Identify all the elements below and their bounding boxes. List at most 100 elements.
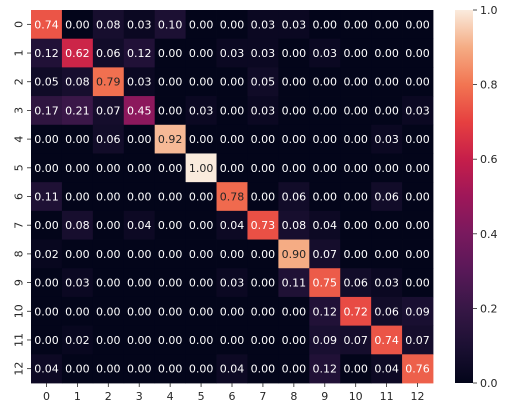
heatmap-cell-label-11-11: 0.74 <box>374 334 399 347</box>
heatmap-cell-label-9-10: 0.06 <box>343 277 368 290</box>
heatmap-cell-label-6-0: 0.11 <box>34 191 59 204</box>
heatmap-cell-label-0-6: 0.00 <box>220 18 245 31</box>
heatmap-cell-label-6-6: 0.78 <box>220 191 245 204</box>
heatmap-cell-label-3-12: 0.03 <box>405 104 430 117</box>
heatmap-cell-6-1 <box>61 182 94 212</box>
heatmap-cell-0-3 <box>123 10 156 40</box>
heatmap-cell-label-5-8: 0.00 <box>282 162 307 175</box>
heatmap-cell-5-9 <box>309 153 341 183</box>
y-tick-label-2: 2 <box>13 78 26 85</box>
heatmap-cell-5-6 <box>216 153 248 183</box>
heatmap-cell-label-3-7: 0.03 <box>251 104 276 117</box>
y-tick-label-7: 7 <box>13 222 26 229</box>
heatmap-cell-label-12-4: 0.00 <box>158 363 183 376</box>
heatmap-cell-4-3 <box>123 124 156 154</box>
heatmap-cell-label-6-8: 0.06 <box>282 191 307 204</box>
heatmap-cell-label-8-1: 0.00 <box>65 248 90 261</box>
heatmap-cell-11-8 <box>278 325 310 355</box>
heatmap-cell-5-1 <box>61 153 94 183</box>
heatmap-cell-0-6 <box>216 10 248 40</box>
heatmap-cell-label-4-0: 0.00 <box>34 133 59 146</box>
heatmap-cell-label-12-1: 0.00 <box>65 363 90 376</box>
heatmap-cell-10-2 <box>92 296 125 327</box>
heatmap-cell-3-8 <box>278 96 310 126</box>
heatmap-cell-7-3 <box>123 210 156 240</box>
heatmap-cell-1-1 <box>61 38 94 68</box>
heatmap-cell-11-2 <box>92 325 125 355</box>
heatmap-cell-6-2 <box>92 182 125 212</box>
heatmap-cell-label-12-11: 0.04 <box>374 363 399 376</box>
heatmap-cell-7-1 <box>61 210 94 240</box>
heatmap-cell-0-2 <box>92 10 125 40</box>
heatmap-cell-label-8-0: 0.02 <box>34 248 59 261</box>
heatmap-cell-12-9 <box>309 354 341 384</box>
colorbar-tick-label-5: 1.0 <box>480 4 498 17</box>
heatmap-cell-1-4 <box>154 38 187 68</box>
heatmap-cell-label-7-2: 0.00 <box>96 219 121 232</box>
heatmap-cell-6-0 <box>31 182 63 212</box>
x-tick-label-12: 12 <box>411 390 425 403</box>
heatmap-cell-0-8 <box>278 10 310 40</box>
heatmap-cell-11-3 <box>123 325 156 355</box>
heatmap-cell-11-11 <box>371 325 403 355</box>
heatmap-cell-8-2 <box>92 239 125 269</box>
heatmap-cell-label-7-1: 0.08 <box>65 219 90 232</box>
heatmap-cell-label-12-10: 0.00 <box>343 363 368 376</box>
heatmap-cell-label-10-3: 0.00 <box>127 305 152 318</box>
heatmap-cell-label-10-0: 0.00 <box>34 305 59 318</box>
heatmap-cell-10-12 <box>402 296 434 327</box>
heatmap-cell-7-7 <box>247 210 279 240</box>
heatmap-cell-label-11-12: 0.07 <box>405 334 430 347</box>
heatmap-cell-0-1 <box>61 10 94 40</box>
heatmap-cell-label-3-10: 0.00 <box>343 104 368 117</box>
heatmap-cell-10-5 <box>185 296 217 327</box>
heatmap-cell-9-5 <box>185 268 217 298</box>
heatmap-cell-label-1-10: 0.00 <box>343 47 368 60</box>
heatmap-cell-label-4-1: 0.00 <box>65 133 90 146</box>
heatmap-cell-label-0-7: 0.03 <box>251 18 276 31</box>
heatmap-cell-label-3-11: 0.00 <box>374 104 399 117</box>
y-tick-label-4: 4 <box>13 136 26 143</box>
heatmap-cell-9-1 <box>61 268 94 298</box>
y-tick-label-0: 0 <box>13 21 26 28</box>
heatmap-cell-10-0 <box>31 296 63 327</box>
heatmap-cell-0-9 <box>309 10 341 40</box>
heatmap-cell-label-12-0: 0.04 <box>34 363 59 376</box>
heatmap-cell-label-0-10: 0.00 <box>343 18 368 31</box>
heatmap-cell-9-4 <box>154 268 187 298</box>
heatmap-cell-label-7-4: 0.00 <box>158 219 183 232</box>
heatmap-cell-label-10-2: 0.00 <box>96 305 121 318</box>
heatmap-cell-label-12-2: 0.00 <box>96 363 121 376</box>
heatmap-cell-label-12-3: 0.00 <box>127 363 152 376</box>
heatmap-cell-label-9-6: 0.03 <box>220 277 245 290</box>
heatmap-cell-label-0-2: 0.08 <box>96 18 121 31</box>
heatmap-cell-label-1-3: 0.12 <box>127 47 152 60</box>
heatmap-cell-6-10 <box>340 182 372 212</box>
heatmap-cell-label-5-2: 0.00 <box>96 162 121 175</box>
heatmap-cell-7-0 <box>31 210 63 240</box>
heatmap-cell-0-10 <box>340 10 372 40</box>
heatmap-cell-label-4-3: 0.00 <box>127 133 152 146</box>
heatmap-cell-2-10 <box>340 67 372 97</box>
heatmap-cell-label-5-1: 0.00 <box>65 162 90 175</box>
heatmap-cell-9-9 <box>309 268 341 298</box>
heatmap-cell-label-1-8: 0.00 <box>282 47 307 60</box>
heatmap-cell-1-3 <box>123 38 156 68</box>
heatmap-cell-3-10 <box>340 96 372 126</box>
heatmap-cell-10-11 <box>371 296 403 327</box>
heatmap-cell-label-7-3: 0.04 <box>127 219 152 232</box>
heatmap-cell-3-6 <box>216 96 248 126</box>
heatmap-cell-label-10-1: 0.00 <box>65 305 90 318</box>
heatmap-cell-label-11-7: 0.00 <box>251 334 276 347</box>
heatmap-cell-label-1-9: 0.03 <box>313 47 338 60</box>
heatmap-cell-2-6 <box>216 67 248 97</box>
heatmap-cell-label-3-3: 0.45 <box>127 104 152 117</box>
heatmap-cell-4-6 <box>216 124 248 154</box>
heatmap-cell-12-4 <box>154 354 187 384</box>
heatmap-cell-7-10 <box>340 210 372 240</box>
heatmap-cell-label-2-8: 0.00 <box>282 76 307 89</box>
colorbar-ticks: 0.0 0.2 0.4 0.6 0.8 1.0 <box>473 4 498 390</box>
heatmap-cell-12-6 <box>216 354 248 384</box>
heatmap-cell-12-3 <box>123 354 156 384</box>
heatmap-cell-5-3 <box>123 153 156 183</box>
